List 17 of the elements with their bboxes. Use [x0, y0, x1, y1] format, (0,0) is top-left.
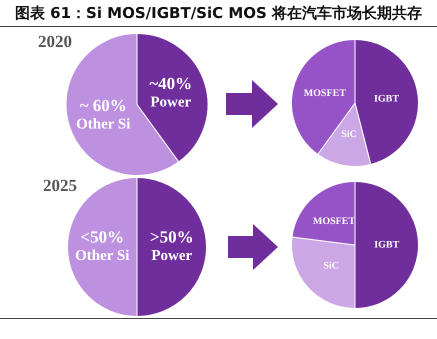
chart-subtitle: 2025 — [43, 176, 77, 196]
slice-label: Other Si — [76, 116, 130, 132]
data-label: <50% — [80, 227, 124, 246]
chart-subtitle: 2020 — [38, 32, 72, 52]
slice-label: MOSFET — [312, 216, 356, 227]
slice-label: IGBT — [374, 94, 400, 105]
slice-label: Other Si — [75, 248, 130, 264]
slice-label: SiC — [341, 128, 357, 140]
slice-label: MOSFET — [304, 88, 346, 99]
slice-label: SiC — [323, 260, 339, 272]
slice-label: Power — [150, 94, 192, 110]
chart-title: 图表 61：Si MOS/IGBT/SiC MOS 将在汽车市场长期共存 — [14, 4, 424, 23]
data-label: >50% — [150, 227, 194, 246]
data-label: ~40% — [149, 74, 192, 93]
data-label: ~ 60% — [80, 96, 127, 115]
slice-label: Power — [151, 248, 192, 264]
slice-label: IGBT — [374, 240, 400, 251]
